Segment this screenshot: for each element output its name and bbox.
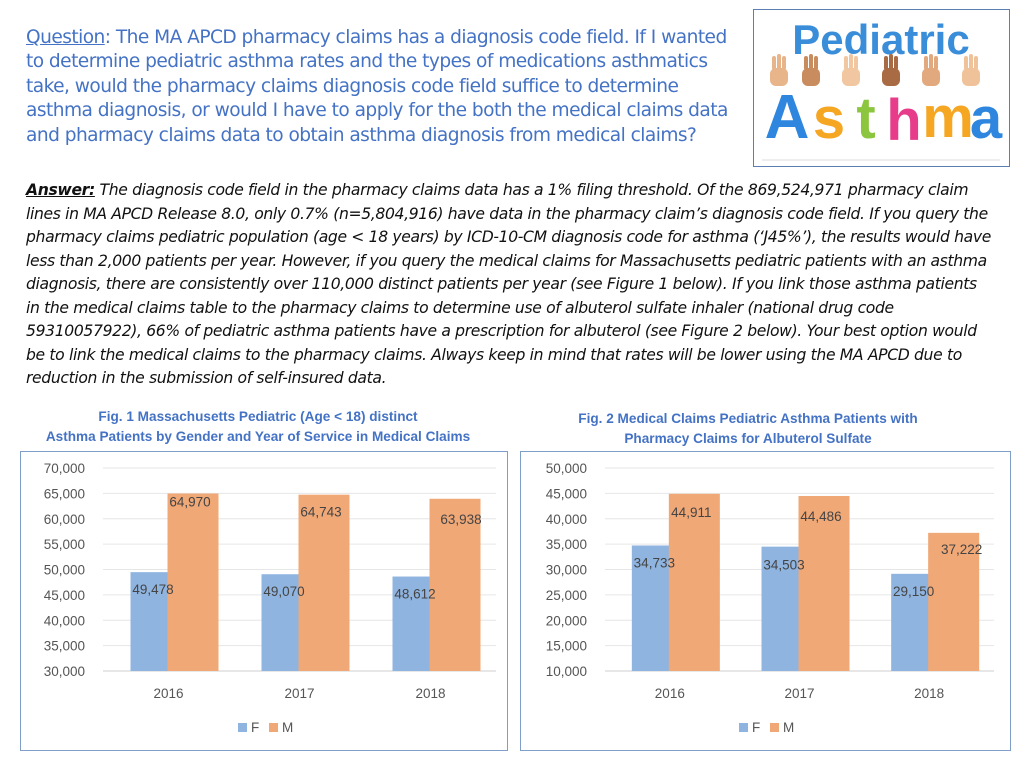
figure-2-chart: 10,000 15,000 20,000 25,000 30,000 35,000 40,0… xyxy=(520,451,1011,751)
figure-1-chart: 30,000 35,000 40,000 45,000 50,000 55,000 60,0… xyxy=(20,451,508,751)
y-tick-label: 45,000 xyxy=(546,486,587,501)
answer-label: Answer: xyxy=(26,181,95,199)
data-label: 63,938 xyxy=(440,512,481,527)
x-tick-label: 2016 xyxy=(153,686,183,701)
y-tick-label: 60,000 xyxy=(44,512,85,527)
y-tick-label: 50,000 xyxy=(44,563,85,578)
legend-swatch xyxy=(238,723,247,732)
bar-m-2017 xyxy=(798,495,850,671)
data-label: 49,478 xyxy=(132,582,173,597)
data-label: 64,970 xyxy=(169,495,210,510)
question-body: : The MA APCD pharmacy claims has a diag… xyxy=(26,27,728,146)
figure-2-title: Fig. 2 Medical Claims Pediatric Asthma P… xyxy=(540,409,956,449)
answer-text: Answer: The diagnosis code field in the … xyxy=(26,179,994,391)
figure-1-title-line2: Asthma Patients by Gender and Year of Se… xyxy=(45,429,471,444)
logo-letter: h xyxy=(886,88,921,153)
raised-hand xyxy=(962,54,980,86)
logo-letter: t xyxy=(856,86,875,151)
figure-2-plot: 10,000 15,000 20,000 25,000 30,000 35,000 40,0… xyxy=(546,461,994,735)
raised-hand xyxy=(770,54,788,86)
legend-label: F xyxy=(251,720,259,735)
y-tick-label: 20,000 xyxy=(546,613,587,628)
y-tick-label: 40,000 xyxy=(44,613,85,628)
x-tick-label: 2018 xyxy=(415,686,445,701)
logo-letter: a xyxy=(970,86,1003,151)
legend-swatch xyxy=(770,723,779,732)
data-label: 29,150 xyxy=(893,584,934,599)
logo-letter: m xyxy=(922,85,974,150)
question-label: Question xyxy=(26,27,105,48)
legend-label: M xyxy=(282,720,293,735)
x-tick-label: 2017 xyxy=(784,686,814,701)
legend-swatch xyxy=(739,723,748,732)
data-label: 34,733 xyxy=(634,555,675,570)
logo-letter: A xyxy=(765,83,810,152)
raised-hands-illustration xyxy=(770,54,980,86)
bar-m-2016 xyxy=(167,493,219,671)
bar-m-2018 xyxy=(429,498,481,671)
figure-1-title-line1: Fig. 1 Massachusetts Pediatric (Age < 18… xyxy=(98,409,418,424)
data-label: 64,743 xyxy=(300,505,341,520)
y-tick-label: 10,000 xyxy=(546,664,587,679)
y-tick-label: 15,000 xyxy=(546,639,587,654)
data-label: 49,070 xyxy=(263,584,304,599)
raised-hand xyxy=(842,54,860,86)
figure-2-title-line2: Pharmacy Claims for Albuterol Sulfate xyxy=(624,431,872,446)
y-tick-label: 50,000 xyxy=(546,461,587,476)
figure-1-plot: 30,000 35,000 40,000 45,000 50,000 55,000 60,0… xyxy=(44,461,496,735)
data-label: 44,911 xyxy=(671,505,711,520)
question-text: Question: The MA APCD pharmacy claims ha… xyxy=(26,26,736,148)
data-label: 48,612 xyxy=(394,587,435,602)
answer-body: The diagnosis code field in the pharmacy… xyxy=(26,181,991,387)
data-label: 44,486 xyxy=(800,509,841,524)
x-tick-label: 2016 xyxy=(655,686,685,701)
y-tick-label: 30,000 xyxy=(44,664,85,679)
logo-title: Pediatric xyxy=(792,16,969,63)
bar-m-2017 xyxy=(298,494,350,671)
x-tick-label: 2018 xyxy=(914,686,944,701)
y-tick-label: 45,000 xyxy=(44,588,85,603)
logo-letter: s xyxy=(813,86,845,151)
y-tick-label: 35,000 xyxy=(546,537,587,552)
raised-hand xyxy=(802,54,820,86)
bar-m-2018 xyxy=(928,532,980,671)
y-tick-label: 70,000 xyxy=(44,461,85,476)
x-tick-label: 2017 xyxy=(284,686,314,701)
bar-m-2016 xyxy=(668,493,720,671)
y-tick-label: 40,000 xyxy=(546,512,587,527)
y-tick-label: 30,000 xyxy=(546,563,587,578)
legend-label: M xyxy=(783,720,794,735)
legend-swatch xyxy=(269,723,278,732)
data-label: 37,222 xyxy=(941,542,982,557)
legend-label: F xyxy=(752,720,760,735)
figure-2-title-line1: Fig. 2 Medical Claims Pediatric Asthma P… xyxy=(578,411,918,426)
raised-hand xyxy=(882,54,900,86)
data-label: 34,503 xyxy=(763,558,804,573)
y-tick-label: 65,000 xyxy=(44,486,85,501)
y-tick-label: 55,000 xyxy=(44,537,85,552)
y-tick-label: 35,000 xyxy=(44,639,85,654)
raised-hand xyxy=(922,54,940,86)
figure-1-title: Fig. 1 Massachusetts Pediatric (Age < 18… xyxy=(10,407,506,447)
y-tick-label: 25,000 xyxy=(546,588,587,603)
